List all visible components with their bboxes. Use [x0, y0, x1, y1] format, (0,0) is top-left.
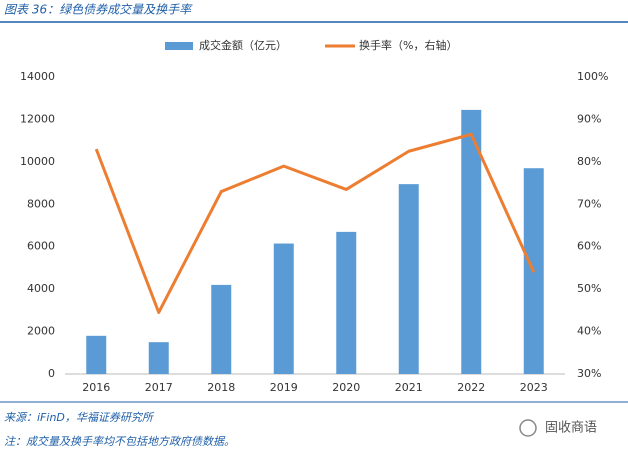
y-tick-label: 0	[48, 367, 55, 380]
bar	[211, 284, 232, 374]
y-tick-label: 2000	[27, 325, 55, 338]
y2-tick-label: 50%	[577, 282, 601, 295]
y-tick-label: 14000	[20, 70, 55, 83]
y2-tick-label: 30%	[577, 367, 601, 380]
x-tick-label: 2020	[332, 381, 360, 394]
x-tick-label: 2018	[207, 381, 235, 394]
line	[94, 132, 536, 314]
source: 来源：iFinD，华福证券研究所	[4, 411, 155, 424]
y-tick-label: 4000	[27, 282, 55, 295]
y2-tick-label: 70%	[577, 197, 601, 210]
y-tick-label: 8000	[27, 197, 55, 210]
y-tick-label: 10000	[20, 155, 55, 168]
chart-title: 图表 36：绿色债券成交量及换手率	[4, 3, 193, 17]
bar	[336, 231, 357, 374]
legend-label: 换手率（%，右轴）	[359, 38, 457, 52]
y2-tick-label: 40%	[577, 325, 601, 338]
bar	[148, 342, 169, 374]
bar	[273, 243, 294, 374]
legend-swatch	[165, 42, 193, 50]
y2-tick-label: 60%	[577, 240, 601, 253]
note: 注：成交量及换手率均不包括地方政府债数据。	[4, 435, 235, 448]
x-tick-label: 2019	[270, 381, 298, 394]
x-tick-label: 2016	[82, 381, 110, 394]
bar	[461, 109, 482, 374]
watermark: 固收商语	[545, 421, 597, 436]
y-tick-label: 12000	[20, 112, 55, 125]
bar	[398, 184, 419, 374]
x-tick-label: 2021	[395, 381, 423, 394]
x-tick-label: 2023	[520, 381, 548, 394]
legend-label: 成交金额（亿元）	[199, 38, 287, 52]
bar	[86, 335, 107, 374]
y-tick-label: 6000	[27, 240, 55, 253]
y2-tick-label: 100%	[577, 70, 608, 83]
x-tick-label: 2017	[145, 381, 173, 394]
x-tick-label: 2022	[457, 381, 485, 394]
watermark-icon	[519, 419, 537, 437]
y2-tick-label: 80%	[577, 155, 601, 168]
y2-tick-label: 90%	[577, 112, 601, 125]
